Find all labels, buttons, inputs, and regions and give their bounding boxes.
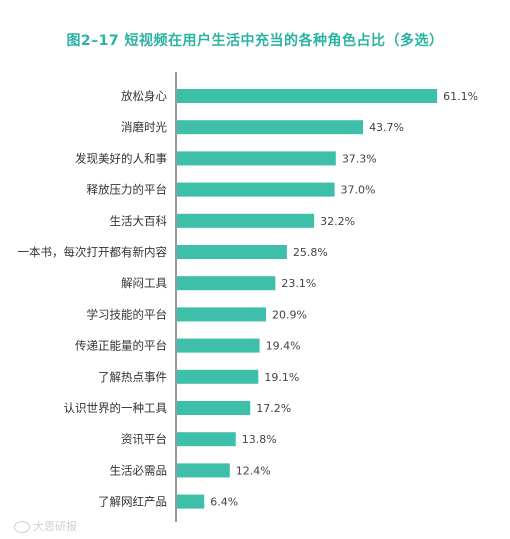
category-label: 生活大百科 [110,214,168,228]
category-label: 了解热点事件 [98,370,167,384]
category-label: 放松身心 [121,89,167,103]
bar [177,369,259,384]
category-label: 了解网红产品 [98,495,167,509]
value-label: 13.8% [242,433,277,446]
value-label: 25.8% [293,246,328,259]
category-label: 一本书，每次打开都有新内容 [18,245,168,259]
value-label: 37.0% [341,184,376,197]
bar [177,213,315,228]
category-label: 发现美好的人和事 [75,151,167,165]
bar [177,276,276,291]
category-label: 消磨时光 [121,120,167,134]
bar [177,120,364,135]
value-label: 23.1% [281,277,316,290]
bar [177,494,205,509]
value-label: 17.2% [256,402,291,415]
value-label: 19.1% [264,371,299,384]
category-label: 资讯平台 [121,432,167,446]
value-label: 61.1% [443,90,478,103]
watermark-icon [14,521,30,533]
category-label: 解闷工具 [121,276,167,290]
category-label: 释放压力的平台 [87,183,168,197]
category-label: 传递正能量的平台 [75,339,167,353]
value-label: 43.7% [369,121,404,134]
value-label: 37.3% [342,152,377,165]
bar [177,307,266,322]
value-label: 32.2% [320,215,355,228]
watermark-text: 大思研报 [33,520,77,533]
bar [177,245,287,259]
value-label: 6.4% [210,496,238,509]
bar [177,401,251,415]
bar [177,338,260,353]
chart-title: 图2–17 短视频在用户生活中充当的各种角色占比（多选） [66,33,444,49]
bar [177,89,438,103]
value-label: 19.4% [266,340,301,353]
category-label: 认识世界的一种工具 [64,401,168,415]
value-label: 20.9% [272,308,307,321]
bar [177,432,236,447]
bar [177,463,230,478]
bar [177,182,335,197]
watermark: 大思研报 [14,518,77,534]
category-label: 学习技能的平台 [87,307,168,321]
value-label: 12.4% [236,464,271,477]
bar [177,151,336,166]
category-label: 生活必需品 [110,463,168,477]
